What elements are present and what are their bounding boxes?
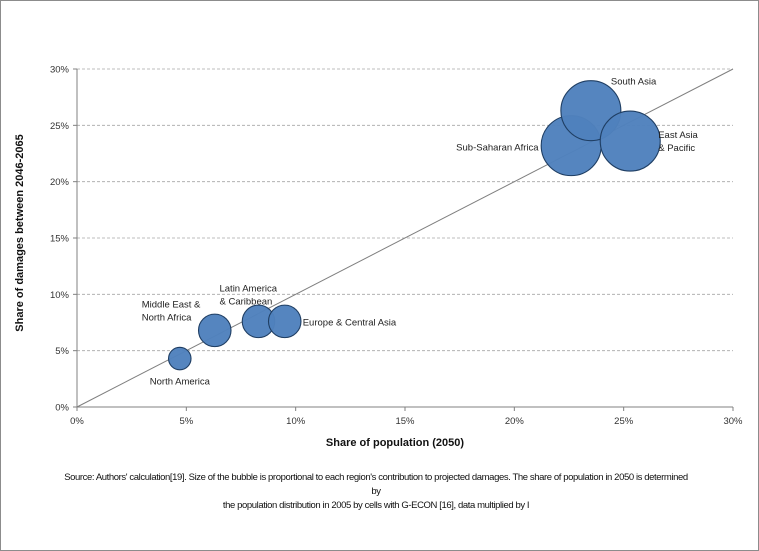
y-axis-title: Share of damages between 2046-2065 bbox=[14, 134, 26, 331]
bubble-label-line: Europe & Central Asia bbox=[303, 317, 397, 328]
bubble-label: North America bbox=[150, 377, 211, 388]
bubble-north-america bbox=[167, 346, 192, 371]
x-tick-label: 15% bbox=[395, 416, 415, 427]
bubble-label-line: & Caribbean bbox=[219, 296, 272, 307]
y-tick-label: 25% bbox=[50, 121, 70, 132]
x-tick-label: 25% bbox=[614, 416, 634, 427]
bubble-label: Europe & Central Asia bbox=[303, 317, 397, 328]
source-note: Source: Authors' calculation[19]. Size o… bbox=[61, 471, 691, 513]
bubble-label-line: South Asia bbox=[611, 77, 657, 88]
bubble-label-line: Latin America bbox=[219, 283, 277, 294]
x-tick-label: 0% bbox=[70, 416, 84, 427]
x-axis-title: Share of population (2050) bbox=[326, 437, 464, 449]
bubble-middle-east-north-africa bbox=[197, 313, 232, 348]
bubble-label: East Asia & Pacific bbox=[658, 130, 698, 154]
bubble-label-line: North America bbox=[150, 377, 211, 388]
x-tick-label: 5% bbox=[179, 416, 193, 427]
source-note-line-2: the population distribution in 2005 by c… bbox=[222, 500, 530, 511]
bubble-east-asia-pacific bbox=[599, 110, 661, 172]
y-tick-label: 30% bbox=[50, 65, 70, 76]
bubble-label-line: & Pacific bbox=[658, 143, 695, 154]
bubbles bbox=[167, 80, 661, 371]
source-note-line-1: Source: Authors' calculation[19]. Size o… bbox=[64, 472, 688, 497]
bubble-europe-central-asia bbox=[267, 304, 302, 339]
bubble-labels: North America Middle East & North Africa La… bbox=[142, 77, 699, 388]
bubble-label-line: East Asia bbox=[658, 130, 698, 141]
bubble-label: Sub-Saharan Africa bbox=[456, 143, 539, 154]
y-tick-label: 15% bbox=[50, 234, 70, 245]
y-tick-label: 0% bbox=[55, 403, 69, 414]
bubble-label: Latin America & Caribbean bbox=[219, 283, 277, 307]
y-axis-ticks: 0% 5% 10% 15% 20% 25% 30% bbox=[50, 65, 77, 414]
y-tick-label: 10% bbox=[50, 290, 70, 301]
bubble-label-line: Sub-Saharan Africa bbox=[456, 143, 539, 154]
x-tick-label: 20% bbox=[505, 416, 525, 427]
y-tick-label: 20% bbox=[50, 177, 70, 188]
bubble-label-line: North Africa bbox=[142, 312, 192, 323]
bubble-label: Middle East & North Africa bbox=[142, 299, 201, 323]
x-tick-label: 30% bbox=[723, 416, 743, 427]
bubble-label-line: Middle East & bbox=[142, 299, 201, 310]
x-tick-label: 10% bbox=[286, 416, 306, 427]
x-axis-ticks: 0% 5% 10% 15% 20% 25% 30% bbox=[70, 407, 743, 427]
y-tick-label: 5% bbox=[55, 346, 69, 357]
bubble-label: South Asia bbox=[611, 77, 657, 88]
